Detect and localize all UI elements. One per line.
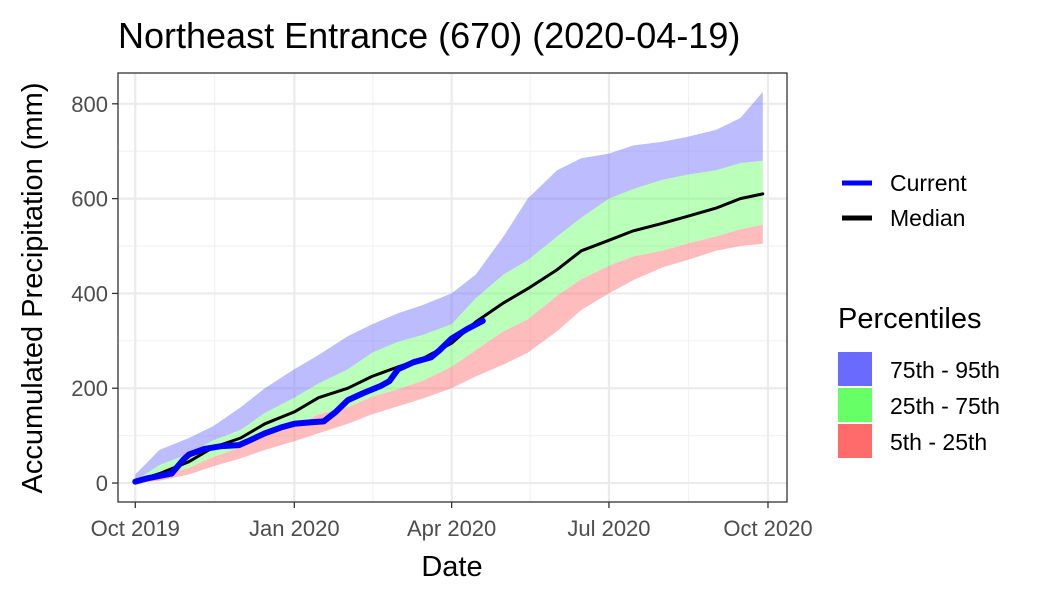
y-axis-title: Accumulated Precipitation (mm) — [17, 83, 49, 494]
y-tick-label: 400 — [71, 281, 108, 306]
y-axis: 0 200 400 600 800 — [71, 92, 118, 496]
y-tick-label: 600 — [71, 187, 108, 212]
x-axis-title: Date — [421, 551, 482, 583]
band-5th-25th — [135, 224, 763, 483]
x-tick-label: Jul 2020 — [567, 516, 650, 541]
legend-label-median: Median — [890, 205, 965, 231]
plot-border — [117, 72, 788, 503]
x-axis: Oct 2019 Jan 2020 Apr 2020 Jul 2020 Oct 2020 — [91, 502, 813, 541]
x-tick-label: Jan 2020 — [249, 516, 340, 541]
line-median — [133, 192, 765, 484]
chart-title: Northeast Entrance (670) (2020-04-19) — [118, 15, 740, 56]
series-lines — [132, 192, 765, 485]
legend-swatch-25th-75th — [838, 388, 872, 422]
band-75th-95th — [135, 92, 763, 481]
legend-bands-title: Percentiles — [838, 303, 981, 335]
y-tick-label: 0 — [96, 471, 108, 496]
major-gridlines — [118, 73, 787, 502]
x-tick-label: Oct 2019 — [91, 516, 180, 541]
x-tick-label: Oct 2020 — [723, 516, 812, 541]
x-tick-label: Apr 2020 — [407, 516, 496, 541]
legend: Percentiles Current Median 75th - 95th 25th… — [838, 170, 1000, 458]
legend-swatch-5th-25th — [838, 424, 872, 458]
y-tick-label: 800 — [71, 92, 108, 117]
legend-label-current: Current — [890, 170, 967, 196]
legend-swatch-75th-95th — [838, 352, 872, 386]
legend-label-75th-95th: 75th - 95th — [890, 357, 1000, 383]
line-current — [132, 317, 486, 485]
legend-label-25th-75th: 25th - 75th — [890, 393, 1000, 419]
plot-panel — [117, 72, 788, 503]
y-tick-label: 200 — [71, 376, 108, 401]
legend-label-5th-25th: 5th - 25th — [890, 429, 987, 455]
